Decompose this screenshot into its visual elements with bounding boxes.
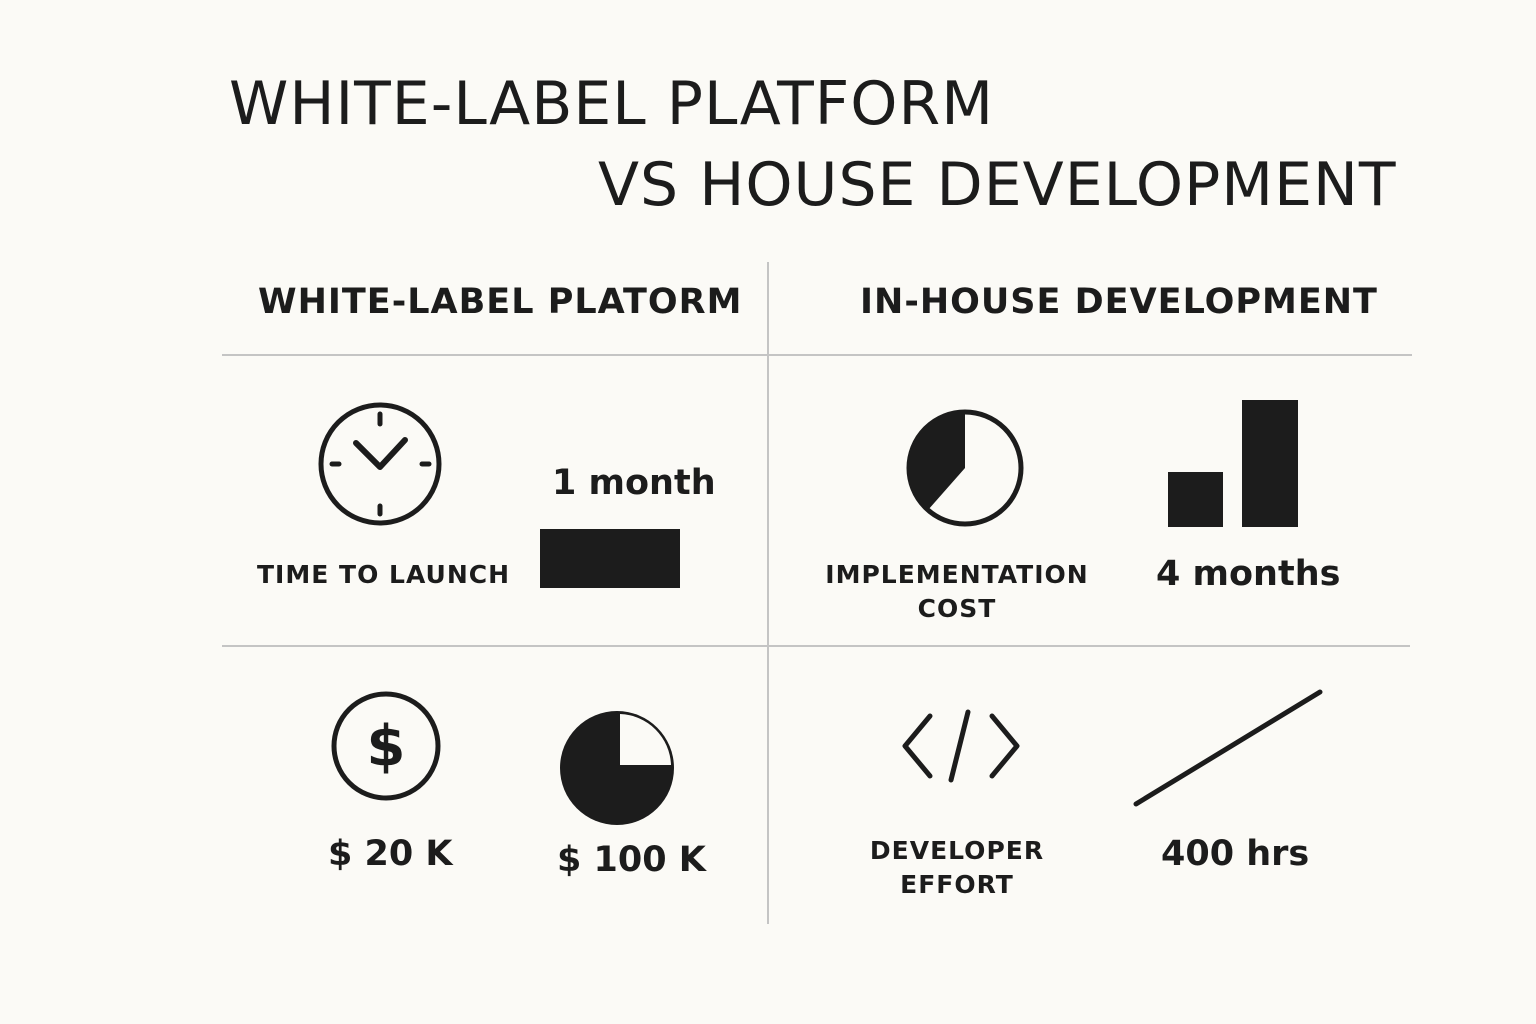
vertical-divider: [767, 262, 769, 924]
bar-short: [1168, 472, 1223, 527]
implementation-cost-label-line-1: IMPLEMENTATION: [825, 560, 1089, 589]
launch-time-bar: [540, 529, 680, 588]
implementation-cost-label: IMPLEMENTATION COST: [825, 558, 1089, 626]
bar-chart-icon: [1168, 400, 1300, 527]
left-column-header: WHITE-LABEL PLATORM: [258, 282, 743, 322]
effort-trend-line: [1133, 689, 1323, 807]
dollar-icon: $: [331, 691, 441, 801]
developer-effort-label-line-2: EFFORT: [900, 869, 1014, 899]
quarter-pie-icon: [560, 711, 674, 825]
time-to-launch-value: 1 month: [552, 463, 716, 503]
title-line-2: VS HOUSE DEVELOPMENT: [598, 150, 1397, 220]
clock-icon: [318, 402, 442, 526]
developer-effort-label: DEVELOPER EFFORT: [860, 834, 1054, 902]
bar-tall: [1242, 400, 1298, 527]
code-icon: [902, 709, 1020, 783]
implementation-cost-label-line-2: COST: [917, 593, 997, 623]
horizontal-divider-middle: [222, 645, 1410, 647]
horizontal-divider-top: [222, 354, 1412, 356]
in-house-cost-value: $ 100 K: [557, 840, 706, 880]
developer-effort-label-line-1: DEVELOPER: [869, 836, 1045, 865]
white-label-cost-value: $ 20 K: [328, 834, 453, 874]
title-line-1: WHITE-LABEL PLATFORM: [229, 69, 994, 139]
developer-effort-value: 400 hrs: [1161, 834, 1310, 874]
implementation-time-value: 4 months: [1156, 554, 1341, 594]
svg-text:$: $: [367, 714, 406, 779]
pie-chart-icon: [906, 409, 1024, 527]
right-column-header: IN-HOUSE DEVELOPMENT: [860, 282, 1378, 322]
time-to-launch-label: TIME TO LAUNCH: [257, 560, 511, 589]
